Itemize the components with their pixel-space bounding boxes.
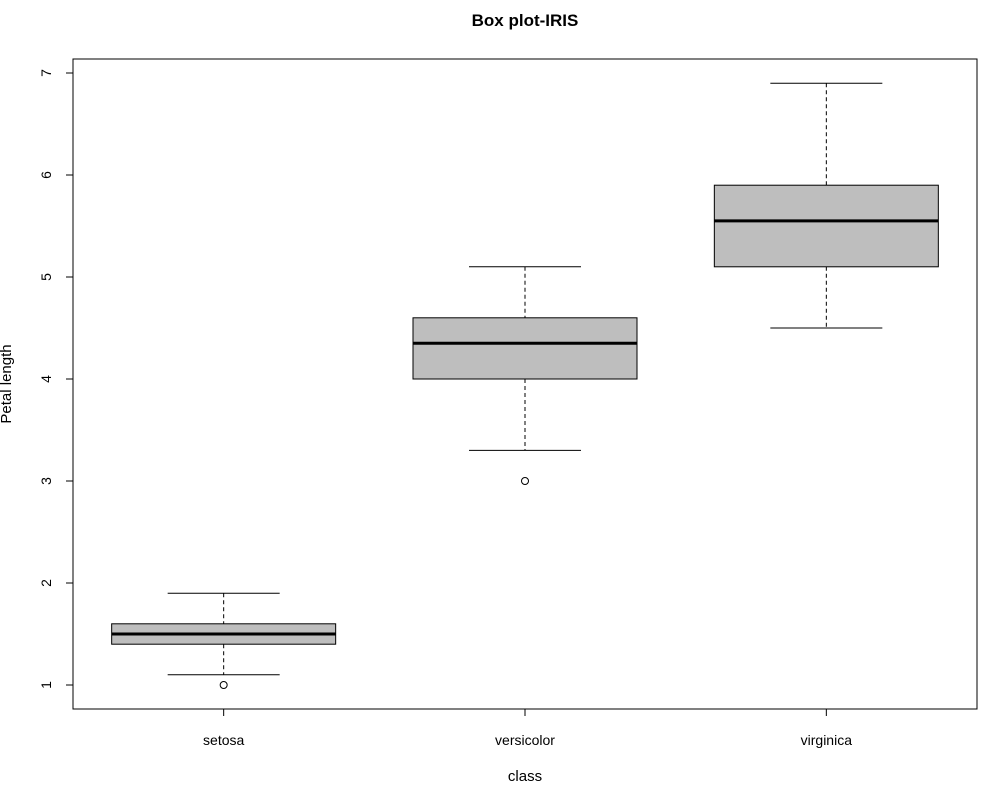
y-tick-label: 2: [38, 579, 54, 587]
outlier-point: [521, 477, 529, 485]
box-versicolor: [412, 266, 638, 485]
y-tick-label: 6: [38, 171, 54, 179]
y-tick-label: 4: [38, 375, 54, 383]
iqr-box: [713, 184, 939, 268]
x-axis-label: class: [508, 768, 542, 785]
outlier-point: [219, 681, 228, 689]
box-virginica: [713, 82, 939, 329]
boxes-layer: [111, 82, 939, 689]
y-tick-label: 3: [38, 477, 54, 485]
plot-frame: [72, 58, 978, 710]
chart-title: Box plot-IRIS: [472, 11, 579, 30]
y-axis-label: Petal length: [0, 344, 15, 423]
x-tick-label: setosa: [203, 732, 244, 748]
box-setosa: [111, 592, 337, 689]
x-tick-label: versicolor: [495, 732, 555, 748]
y-tick-label: 5: [38, 273, 54, 281]
y-axis: 1 2 3 4 5 6 7: [38, 69, 74, 689]
x-axis: setosa versicolor virginica: [203, 708, 853, 748]
y-tick-label: 1: [38, 681, 54, 689]
y-tick-label: 7: [38, 69, 54, 77]
x-tick-label: virginica: [801, 732, 853, 748]
iqr-box: [412, 317, 638, 380]
